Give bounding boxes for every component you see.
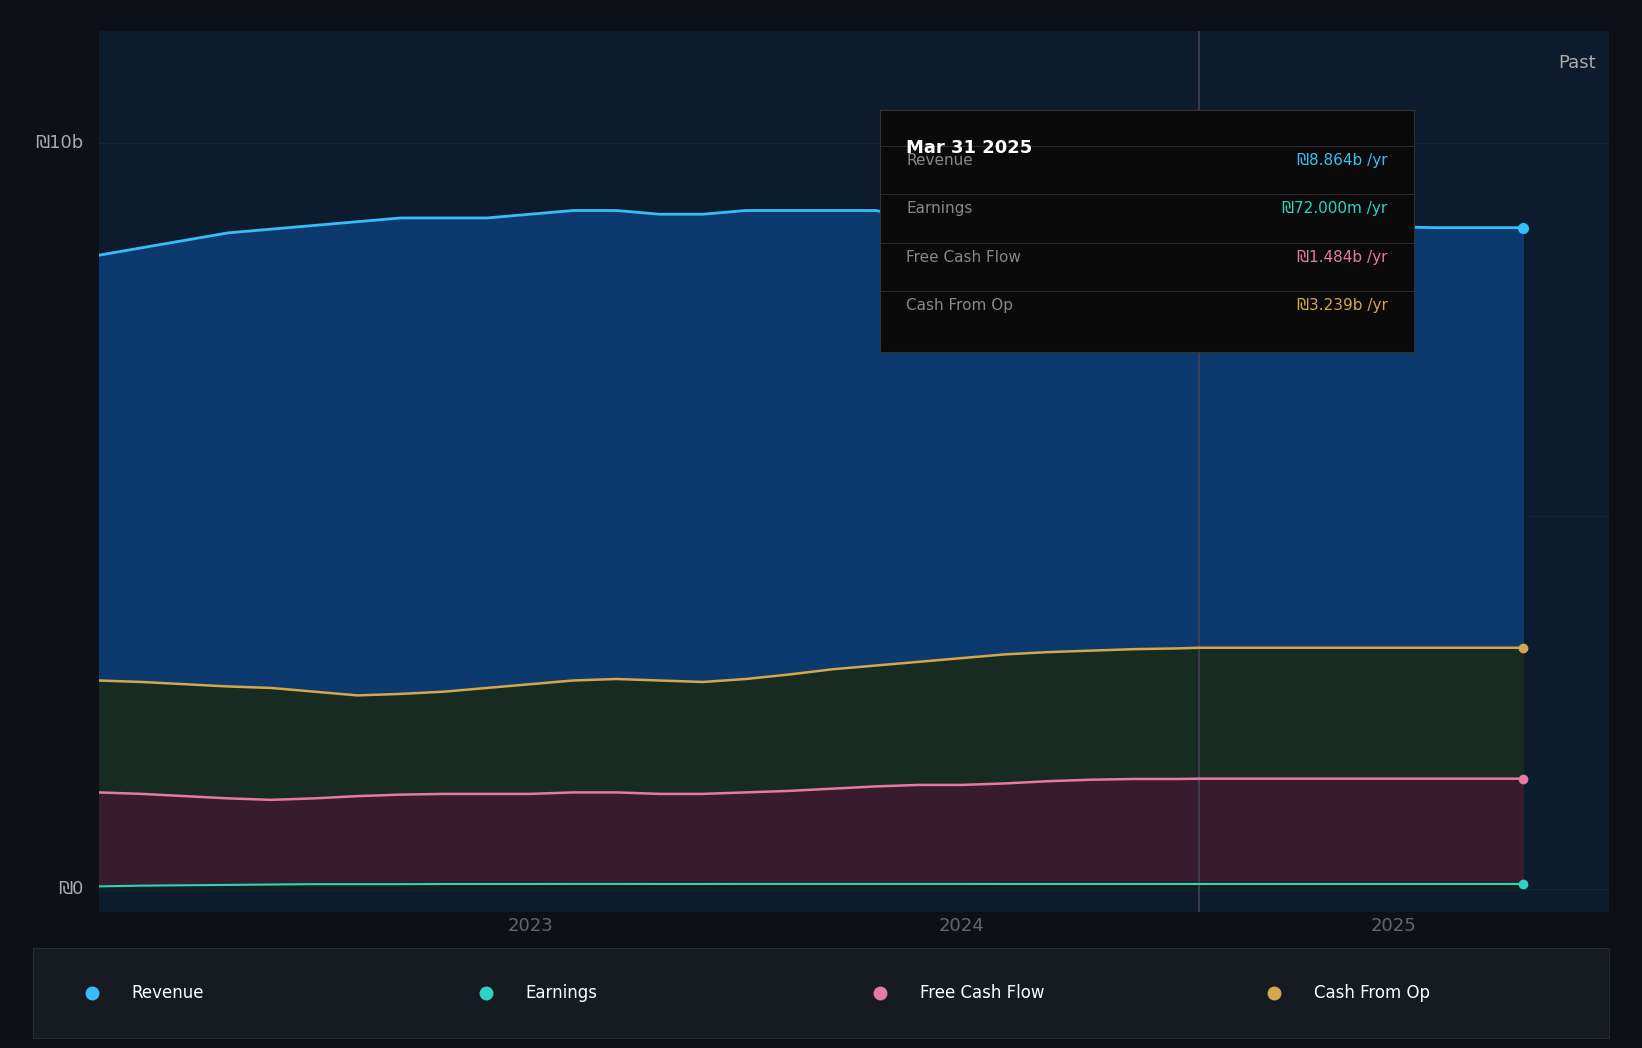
Text: Mar 31 2025: Mar 31 2025 (906, 138, 1033, 156)
Text: Revenue: Revenue (906, 153, 974, 168)
Text: ₪8.864b /yr: ₪8.864b /yr (1297, 153, 1387, 168)
Text: Earnings: Earnings (906, 201, 972, 216)
Text: ₪0: ₪0 (57, 880, 84, 898)
Text: Cash From Op: Cash From Op (1314, 984, 1430, 1002)
Text: ₪3.239b /yr: ₪3.239b /yr (1297, 299, 1387, 313)
Text: Earnings: Earnings (525, 984, 598, 1002)
Text: ₪10b: ₪10b (34, 134, 84, 152)
Text: Cash From Op: Cash From Op (906, 299, 1013, 313)
Text: ₪1.484b /yr: ₪1.484b /yr (1297, 249, 1387, 265)
Text: Revenue: Revenue (131, 984, 204, 1002)
Text: Free Cash Flow: Free Cash Flow (906, 249, 1021, 265)
Text: Past: Past (1558, 53, 1596, 72)
Text: ₪72.000m /yr: ₪72.000m /yr (1282, 201, 1387, 216)
Text: Free Cash Flow: Free Cash Flow (920, 984, 1044, 1002)
